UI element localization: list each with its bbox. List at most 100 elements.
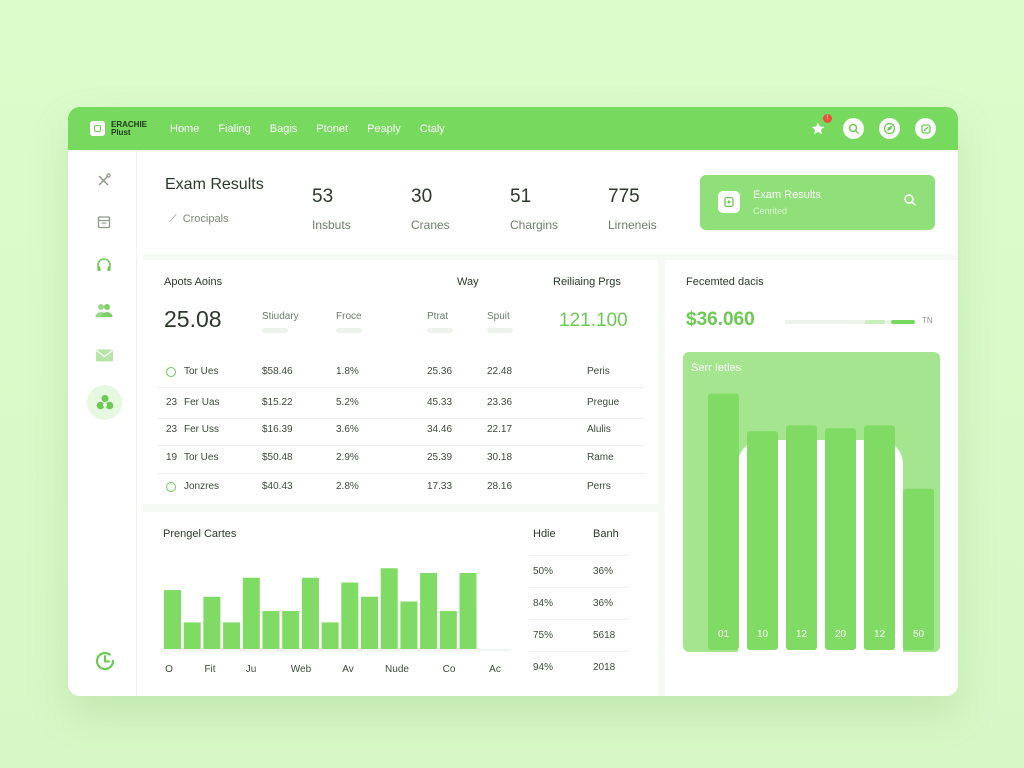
table-cell: 34.46 (427, 424, 453, 435)
nav-item-home[interactable]: Home (170, 122, 200, 135)
search-button[interactable] (843, 118, 864, 139)
progress-segment (865, 320, 885, 324)
stat-cranes: 30 Cranes (411, 186, 450, 232)
edit-button[interactable] (915, 118, 936, 139)
x-tick-label: O (165, 664, 173, 675)
row-number: 23 (166, 424, 178, 435)
column-header: Stiudary (262, 311, 299, 322)
bar-value-label: 12 (796, 629, 808, 640)
bar-value-label: 10 (757, 629, 769, 640)
main-content: Exam Results ⟋ Crocipals 53 Insbuts 30 Cr… (143, 150, 958, 696)
bar (903, 488, 934, 650)
header-card: Exam Results ⟋ Crocipals 53 Insbuts 30 Cr… (143, 150, 958, 254)
series-bars: 01 10 12 20 12 50 (708, 393, 934, 650)
exam-results-search-card[interactable]: Exam Results Cenrited (700, 175, 935, 230)
headphones-icon (97, 258, 111, 271)
table-cell: 23.36 (487, 397, 513, 408)
side-table-cell: 5618 (593, 630, 616, 641)
stat-label: Lirneneis (608, 218, 657, 232)
series-chart: Serr Ietles 01 10 12 20 12 50 (683, 352, 940, 652)
stat-value: 30 (411, 186, 433, 207)
stat-value: 775 (608, 186, 640, 207)
bar (164, 590, 181, 649)
sidebar-item-groups[interactable] (87, 385, 122, 420)
bar (301, 577, 319, 649)
bar (183, 622, 201, 649)
search-icon (848, 123, 859, 134)
row-divider (157, 418, 645, 419)
progress-segment (891, 320, 915, 324)
bar-chart-card: Prengel Cartes O Fit Ju Web Av Nude Co Ac Hdie … (143, 512, 658, 696)
trend-icon: ⟋ (169, 213, 177, 225)
nav-item-ptonet[interactable]: Ptonet (316, 122, 349, 135)
x-tick-label: Fit (204, 664, 215, 675)
row-name[interactable]: Jonzres (184, 481, 220, 492)
sidebar-item-mail[interactable] (94, 345, 114, 365)
main-nav: Home Fialing Bagis Ptonet Peaply Ctaly (170, 123, 464, 135)
bar (825, 428, 856, 650)
table-cell: 3.6% (336, 424, 359, 435)
bar (321, 622, 339, 649)
row-number: 23 (166, 397, 178, 408)
bar-value-label: 20 (835, 629, 847, 640)
app-window: ERACHIE Plust Home Fialing Bagis Ptonet … (68, 107, 958, 696)
nav-item-peaply[interactable]: Peaply (367, 122, 401, 135)
side-table-header: Hdie (533, 528, 556, 540)
sidebar-item-team[interactable] (94, 300, 114, 320)
table-cell: 22.17 (487, 424, 513, 435)
bar (203, 596, 221, 649)
side-table-cell: 84% (533, 598, 554, 609)
bar-value-label: 01 (718, 629, 730, 640)
brand-name: ERACHIE Plust (111, 119, 155, 137)
bar (439, 611, 457, 649)
sidebar-item-calendar[interactable] (94, 212, 114, 232)
side-table-divider (530, 619, 628, 620)
nav-item-bagis[interactable]: Bagis (269, 122, 298, 135)
table-cell: $15.22 (262, 397, 293, 408)
notifications-button[interactable]: ! (807, 114, 832, 139)
row-status-icon (166, 482, 176, 492)
sidebar-item-support[interactable] (94, 255, 114, 275)
compass-button[interactable] (879, 118, 900, 139)
table-cell: 30.18 (487, 452, 513, 463)
sidebar-item-tools[interactable] (94, 170, 114, 190)
page-title: Exam Results (165, 176, 264, 193)
side-table-cell: 36% (593, 598, 614, 609)
row-name[interactable]: Fer Uas (184, 397, 220, 408)
refresh-icon (95, 651, 115, 671)
row-name[interactable]: Tor Ues (184, 452, 219, 463)
forecast-end-label: TN (922, 316, 933, 325)
brand-name-line1: ERACHIE (111, 119, 148, 129)
brand[interactable]: ERACHIE Plust (90, 119, 170, 137)
table-cell: Peris (587, 366, 610, 377)
edit-icon (920, 123, 931, 134)
groups-icon (96, 394, 113, 409)
row-name[interactable]: Fer Uss (184, 424, 219, 435)
bar-chart: O Fit Ju Web Av Nude Co Ac (161, 568, 511, 675)
results-table-card: Apots Aoins Way Reiliaing Prgs 25.08 121… (143, 260, 658, 504)
bar (747, 431, 778, 650)
side-table-divider (530, 555, 628, 556)
table-cell: $50.48 (262, 452, 293, 463)
row-divider (157, 387, 645, 388)
column-header: Ptrat (427, 311, 449, 322)
nav-item-ctaly[interactable]: Ctaly (419, 122, 445, 135)
nav-item-fialing[interactable]: Fialing (218, 122, 251, 135)
row-status-icon (166, 367, 176, 377)
sidebar-refresh[interactable] (92, 648, 118, 674)
table-cell: 25.39 (427, 452, 453, 463)
users-icon (95, 304, 113, 317)
side-table-cell: 2018 (593, 662, 616, 673)
stat-chargins: 51 Chargins (510, 186, 558, 232)
x-tick-label: Co (443, 664, 456, 675)
sidebar (68, 150, 137, 696)
forecast-progress (785, 320, 915, 324)
x-tick-label: Web (291, 664, 312, 675)
search-icon[interactable] (903, 193, 917, 212)
bar-chart-title: Prengel Cartes (163, 528, 237, 540)
mail-icon (95, 349, 113, 361)
row-name[interactable]: Tor Ues (184, 366, 219, 377)
top-bar: ERACHIE Plust Home Fialing Bagis Ptonet … (68, 107, 958, 150)
bar (864, 425, 895, 650)
table-cell: $58.46 (262, 366, 293, 377)
